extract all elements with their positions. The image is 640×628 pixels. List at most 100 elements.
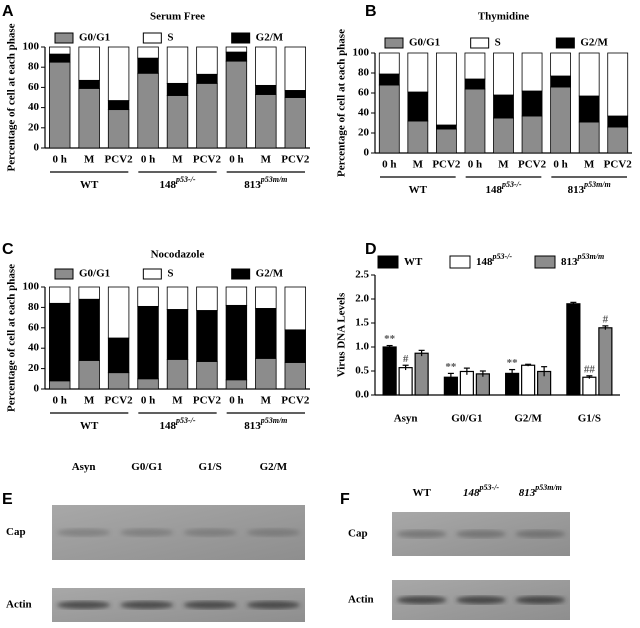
group-label-sup: p53m/m <box>260 416 288 425</box>
bar-segment <box>464 78 486 90</box>
blot-band <box>183 528 237 537</box>
bar <box>521 364 536 396</box>
group-label-base: WT <box>409 184 428 196</box>
group-label: WT <box>80 420 99 432</box>
lane-label-sup: p53m/m <box>534 483 562 492</box>
legend-label: 813p53m/m <box>561 252 604 267</box>
bar-segment <box>521 52 543 92</box>
bar <box>566 303 581 396</box>
y-tick-label: 1.5 <box>355 317 369 329</box>
y-tick-label: 20 <box>358 127 370 139</box>
bar-segment <box>107 100 130 111</box>
group-label-base: WT <box>80 420 99 432</box>
blot-band <box>456 596 506 604</box>
bar-segment <box>435 128 457 154</box>
bar-segment <box>407 52 429 93</box>
panel-label: D <box>365 241 377 258</box>
bar <box>382 346 397 396</box>
bar-segment <box>255 357 277 390</box>
bar-segment <box>166 286 189 310</box>
x-tick-label: PCV2 <box>281 395 310 407</box>
bar-segment <box>255 84 277 95</box>
bar-segment <box>550 86 572 154</box>
legend-label-base: 813 <box>561 256 578 268</box>
bar <box>582 376 597 396</box>
lane-label-sup: p53-/- <box>478 483 499 492</box>
y-tick-label: 100 <box>23 41 40 53</box>
lane-label: G1/S <box>199 461 222 473</box>
group-label: 148p53-/- <box>159 175 195 190</box>
y-tick-label: 1.0 <box>355 341 369 353</box>
bar-segment <box>107 46 130 101</box>
significance-mark: ** <box>507 357 519 369</box>
bar-segment <box>78 360 100 390</box>
x-tick-label: 0 h <box>53 395 67 407</box>
blot-band <box>515 530 566 538</box>
legend-label: G0/G1 <box>79 32 110 44</box>
legend-label: G2/M <box>256 32 284 44</box>
group-label: WT <box>80 179 99 191</box>
lane-label-base: 148 <box>463 487 480 499</box>
legend-swatch <box>377 255 399 269</box>
bar-segment <box>578 52 600 97</box>
bar-segment <box>284 90 306 98</box>
x-tick-label: M <box>584 159 595 171</box>
bar-segment <box>49 302 71 382</box>
lane-label-base: 813 <box>519 487 536 499</box>
bar <box>398 367 413 396</box>
lane-label-base: G2/M <box>260 461 288 473</box>
x-tick-label: M <box>261 154 272 166</box>
legend-swatch <box>142 268 162 280</box>
y-axis-label: Virus DNA Levels <box>336 292 348 377</box>
group-label: 148p53-/- <box>159 416 195 431</box>
y-axis-label: Percentage of cell at each phase <box>6 264 18 412</box>
significance-mark: ## <box>584 363 596 375</box>
group-label-base: 148 <box>159 179 176 191</box>
group-label-sup: p53-/- <box>175 175 196 184</box>
y-tick-label: 60 <box>358 87 370 99</box>
bar-segment <box>78 79 100 89</box>
bar-segment <box>107 286 130 339</box>
group-label: 813p53m/m <box>244 175 287 190</box>
bar-segment <box>137 57 159 74</box>
x-tick-label: PCV2 <box>193 154 222 166</box>
group-label-base: WT <box>80 179 99 191</box>
bar-segment <box>196 73 218 84</box>
legend-swatch <box>231 268 251 280</box>
bar-segment <box>435 124 457 130</box>
legend-label: WT <box>404 256 423 268</box>
bar-segment <box>493 94 514 119</box>
blot-band <box>120 601 174 609</box>
bar-segment <box>78 46 100 81</box>
x-tick-label: M <box>413 159 424 171</box>
x-tick-label: M <box>172 154 183 166</box>
x-tick-label: G2/M <box>514 413 542 425</box>
row-label: Actin <box>348 594 374 606</box>
bar <box>475 373 490 396</box>
bar-segment <box>166 82 189 96</box>
y-tick-label: 40 <box>28 342 40 354</box>
y-tick-label: 40 <box>358 107 370 119</box>
bar-segment <box>225 286 248 306</box>
legend-swatch <box>534 255 556 269</box>
row-label: Actin <box>6 599 32 611</box>
blot-band <box>515 596 566 604</box>
lane-label: 148p53-/- <box>463 483 499 498</box>
bar-segment <box>607 126 629 154</box>
y-tick-label: 0 <box>364 147 370 159</box>
lane-label: Asyn <box>72 461 96 473</box>
group-label-base: 148 <box>159 420 176 432</box>
blot-band <box>396 596 447 604</box>
bar-segment <box>284 329 306 363</box>
x-tick-label: PCV2 <box>518 159 547 171</box>
y-tick-label: 60 <box>28 81 40 93</box>
group-label-base: 813 <box>244 179 261 191</box>
bar-segment <box>49 61 71 149</box>
bar-segment <box>378 84 400 154</box>
bar-segment <box>407 91 429 122</box>
y-tick-label: 60 <box>28 321 40 333</box>
legend-label: G0/G1 <box>409 37 440 49</box>
blot-band <box>246 601 300 609</box>
y-tick-label: 0 <box>34 142 40 154</box>
legend-label: S <box>167 32 173 44</box>
